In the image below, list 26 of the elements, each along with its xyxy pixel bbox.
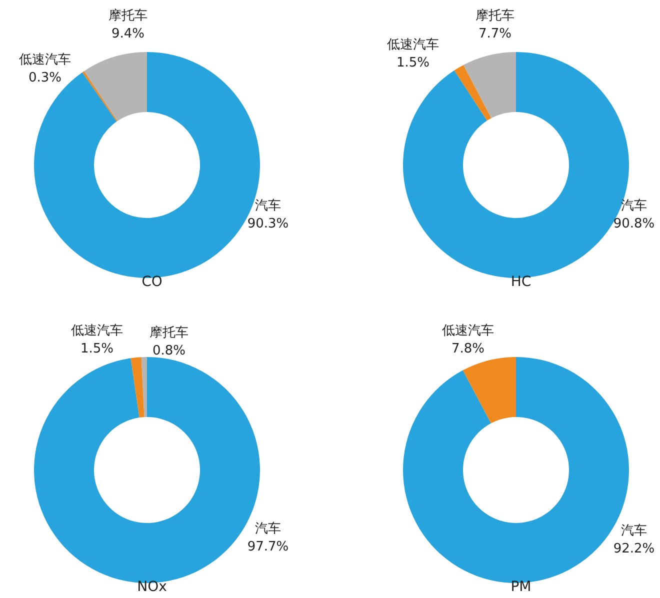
text: NOx bbox=[137, 579, 167, 595]
data-label: 90.3% bbox=[247, 216, 289, 232]
data-label: 0.3% bbox=[28, 70, 62, 86]
text: HC bbox=[510, 274, 532, 290]
data-label: 97.7% bbox=[247, 540, 289, 554]
slice-label: 汽车 bbox=[255, 198, 281, 214]
data-label: 7.8% bbox=[451, 342, 485, 356]
slice-label: 低速汽车 bbox=[19, 52, 71, 68]
data-label: 1.5% bbox=[396, 56, 430, 70]
slice-label: 摩托车 bbox=[108, 8, 148, 24]
data-label: 1.5% bbox=[80, 342, 114, 356]
slice-label: 汽车 bbox=[621, 524, 647, 538]
slice-label: 摩托车 bbox=[150, 326, 188, 340]
data-label: 9.4% bbox=[111, 26, 145, 42]
slice-label: 汽车 bbox=[621, 198, 647, 214]
slice-label: 低速汽车 bbox=[71, 324, 123, 338]
data-label: 90.8% bbox=[613, 216, 655, 232]
data-label: 7.7% bbox=[478, 26, 512, 42]
text: PM bbox=[510, 579, 532, 595]
slice-label: 摩托车 bbox=[476, 8, 514, 24]
slice-label: 汽车 bbox=[255, 522, 281, 536]
slice-label: 低速汽车 bbox=[442, 324, 494, 338]
text: CO bbox=[142, 274, 162, 290]
data-label: 0.8% bbox=[152, 344, 186, 358]
data-label: 92.2% bbox=[613, 542, 655, 556]
slice-label: 低速汽车 bbox=[387, 38, 439, 52]
